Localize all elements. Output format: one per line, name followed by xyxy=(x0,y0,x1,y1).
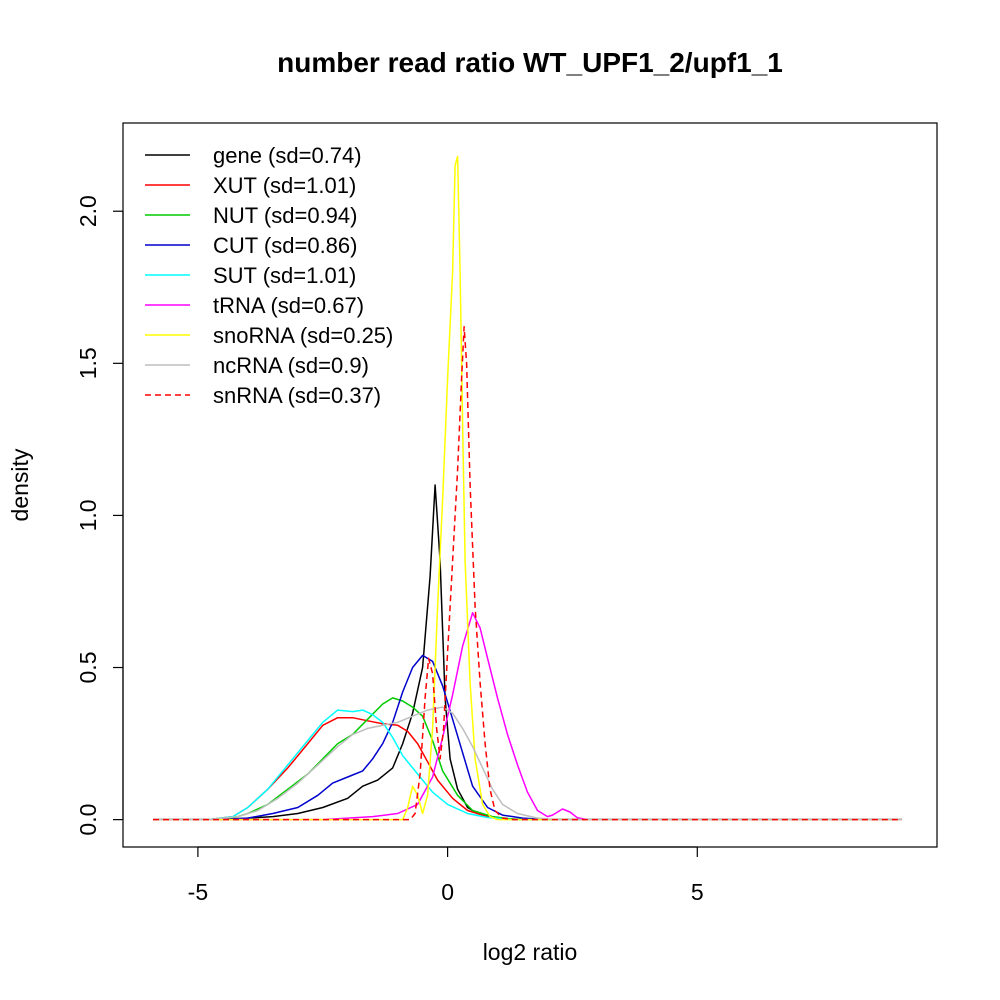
x-tick-label: 5 xyxy=(691,879,704,905)
series-line-0 xyxy=(153,484,902,821)
x-axis: -5 0 5 xyxy=(188,846,704,905)
series-line-6 xyxy=(153,155,902,821)
y-axis-label: density xyxy=(7,448,33,521)
series-line-4 xyxy=(153,709,902,821)
legend-label-7: ncRNA (sd=0.9) xyxy=(213,353,369,378)
series-line-7 xyxy=(153,706,902,821)
chart-title: number read ratio WT_UPF1_2/upf1_1 xyxy=(277,47,783,78)
y-tick-label: 0.5 xyxy=(75,652,101,684)
y-tick-label: 0.0 xyxy=(75,804,101,836)
legend-label-6: snoRNA (sd=0.25) xyxy=(213,323,393,348)
legend-label-8: snRNA (sd=0.37) xyxy=(213,383,381,408)
series-layer xyxy=(153,155,902,821)
x-axis-label: log2 ratio xyxy=(483,939,578,965)
legend: gene (sd=0.74) XUT (sd=1.01) NUT (sd=0.94)… xyxy=(145,143,393,408)
legend-label-5: tRNA (sd=0.67) xyxy=(213,293,364,318)
y-axis: 0.0 0.5 1.0 1.5 2.0 xyxy=(75,195,124,836)
series-line-8 xyxy=(153,326,902,821)
y-tick-label: 1.0 xyxy=(75,499,101,531)
legend-label-1: XUT (sd=1.01) xyxy=(213,173,356,198)
y-tick-label: 2.0 xyxy=(75,195,101,227)
series-line-3 xyxy=(153,654,902,821)
legend-label-3: CUT (sd=0.86) xyxy=(213,233,357,258)
y-tick-label: 1.5 xyxy=(75,347,101,379)
x-tick-label: -5 xyxy=(188,879,208,905)
x-tick-label: 0 xyxy=(441,879,454,905)
series-line-5 xyxy=(153,612,902,821)
legend-label-4: SUT (sd=1.01) xyxy=(213,263,356,288)
legend-label-2: NUT (sd=0.94) xyxy=(213,203,357,228)
legend-label-0: gene (sd=0.74) xyxy=(213,143,362,168)
